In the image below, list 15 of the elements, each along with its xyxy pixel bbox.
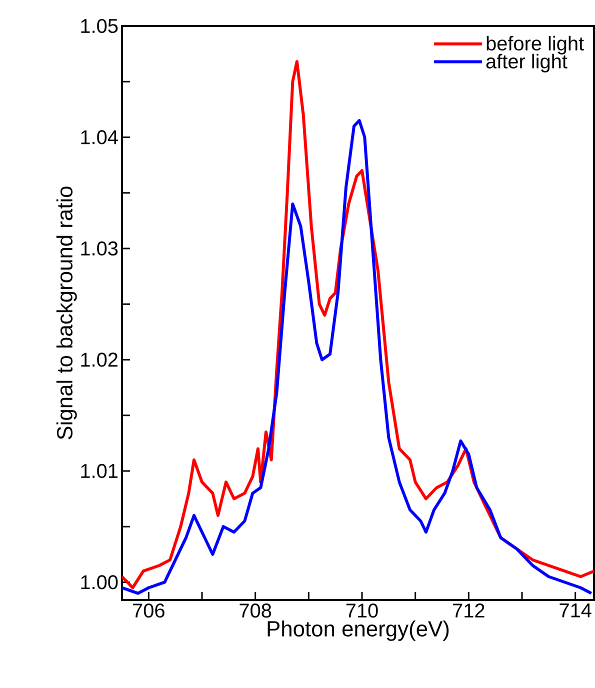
y-tick-label: 1.01 [81, 464, 118, 478]
x-tick-label: 712 [453, 604, 484, 618]
x-tick-label: 710 [346, 604, 378, 618]
y-axis-title: Signal to background ratio [56, 186, 77, 440]
x-axis-title: Photon energy(eV) [268, 620, 449, 641]
x-tick-label: 708 [240, 604, 272, 618]
y-tick-label: 1.03 [81, 241, 118, 256]
legend-label: before light [486, 36, 584, 54]
y-tick-label: 1.04 [81, 130, 118, 144]
x-tick-label: 714 [560, 604, 592, 618]
legend-label: after light [486, 54, 568, 72]
y-tick-label: 1.00 [81, 575, 118, 590]
x-tick-label: 706 [133, 604, 164, 618]
y-tick-label: 1.02 [81, 352, 118, 367]
y-tick-label: 1.05 [81, 18, 118, 34]
